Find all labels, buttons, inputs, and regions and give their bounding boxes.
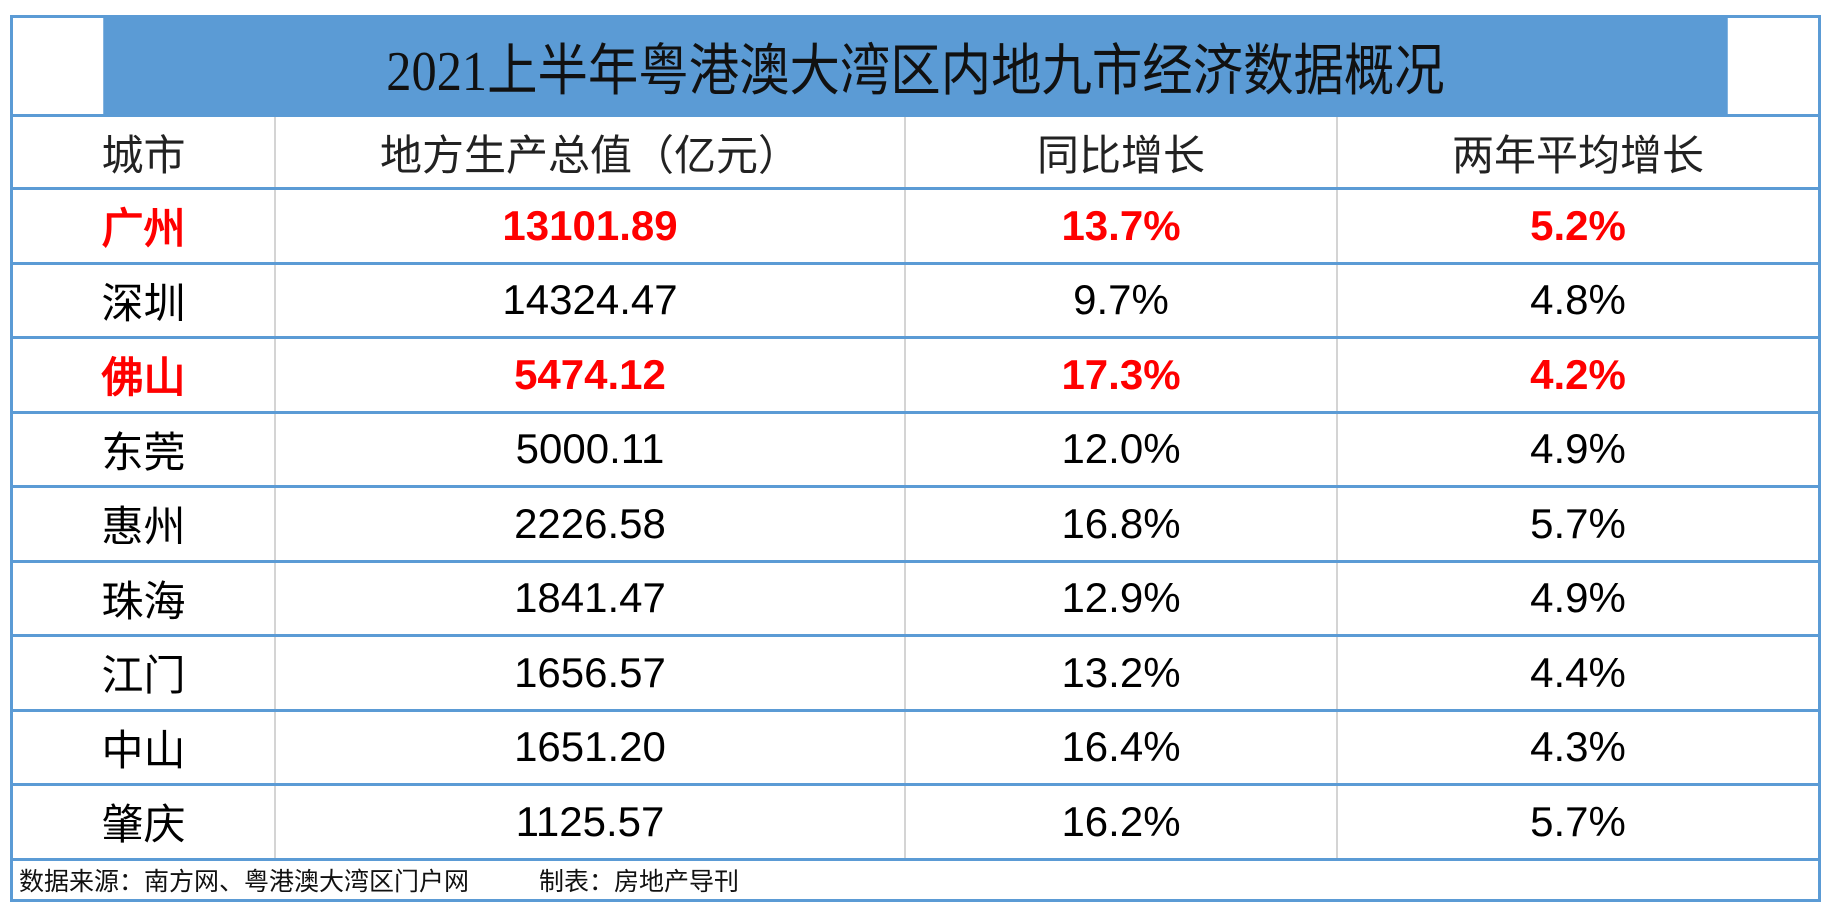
gdp-cell: 14324.47 [274, 264, 904, 336]
table-row: 肇庆 1125.57 16.2% 5.7% [13, 783, 1818, 858]
yoy-cell: 12.0% [904, 413, 1336, 485]
city-cell: 惠州 [101, 502, 186, 552]
avg2y-cell: 4.4% [1336, 637, 1818, 709]
table-row: 惠州 2226.58 16.8% 5.7% [13, 485, 1818, 560]
table-row: 江门 1656.57 13.2% 4.4% [13, 634, 1818, 709]
city-cell: 深圳 [101, 278, 186, 328]
city-cell: 东莞 [101, 427, 186, 477]
gdp-cell: 2226.58 [274, 488, 904, 560]
avg2y-cell: 4.2% [1336, 339, 1818, 411]
header-gdp: 地方生产总值（亿元） [274, 117, 904, 187]
table-footer: 数据来源：南方网、粤港澳大湾区门户网 制表：房地产导刊 [13, 857, 1818, 899]
economic-data-table: 2021上半年粤港澳大湾区内地九市经济数据概况 城市 地方生产总值（亿元） 同比… [10, 15, 1821, 902]
header-yoy: 同比增长 [904, 117, 1336, 187]
gdp-cell: 5474.12 [274, 339, 904, 411]
city-cell: 珠海 [101, 576, 186, 626]
city-cell: 佛山 [101, 353, 186, 403]
table-row: 中山 1651.20 16.4% 4.3% [13, 708, 1818, 783]
avg2y-cell: 4.9% [1336, 413, 1818, 485]
header-avg2y: 两年平均增长 [1336, 117, 1818, 187]
avg2y-cell: 5.7% [1336, 786, 1818, 858]
data-source: 数据来源：南方网、粤港澳大湾区门户网 [19, 867, 470, 896]
gdp-cell: 1125.57 [274, 786, 904, 858]
yoy-cell: 13.7% [904, 190, 1336, 262]
gdp-cell: 5000.11 [274, 413, 904, 485]
table-row: 东莞 5000.11 12.0% 4.9% [13, 410, 1818, 485]
city-cell: 肇庆 [101, 800, 186, 850]
table-row: 佛山 5474.12 17.3% 4.2% [13, 336, 1818, 411]
yoy-cell: 16.4% [904, 711, 1336, 783]
gdp-cell: 1656.57 [274, 637, 904, 709]
avg2y-cell: 4.9% [1336, 562, 1818, 634]
table-row: 广州 13101.89 13.7% 5.2% [13, 187, 1818, 262]
avg2y-cell: 4.3% [1336, 711, 1818, 783]
gdp-cell: 1841.47 [274, 562, 904, 634]
yoy-cell: 16.2% [904, 786, 1336, 858]
avg2y-cell: 4.8% [1336, 264, 1818, 336]
header-city: 城市 [101, 130, 186, 180]
table-row: 深圳 14324.47 9.7% 4.8% [13, 261, 1818, 336]
avg2y-cell: 5.2% [1336, 190, 1818, 262]
table-body: 广州 13101.89 13.7% 5.2% 深圳 14324.47 9.7% 4.8% 佛山 5… [13, 187, 1818, 858]
gdp-cell: 1651.20 [274, 711, 904, 783]
header-row: 城市 地方生产总值（亿元） 同比增长 两年平均增长 [13, 114, 1818, 187]
gdp-cell: 13101.89 [274, 190, 904, 262]
avg2y-cell: 5.7% [1336, 488, 1818, 560]
yoy-cell: 17.3% [904, 339, 1336, 411]
city-cell: 广州 [101, 204, 186, 254]
table-maker: 制表：房地产导刊 [539, 867, 740, 896]
city-cell: 江门 [101, 651, 186, 701]
yoy-cell: 9.7% [904, 264, 1336, 336]
yoy-cell: 16.8% [904, 488, 1336, 560]
yoy-cell: 12.9% [904, 562, 1336, 634]
city-cell: 中山 [101, 725, 186, 775]
table-row: 珠海 1841.47 12.9% 4.9% [13, 559, 1818, 634]
yoy-cell: 13.2% [904, 637, 1336, 709]
table-title: 2021上半年粤港澳大湾区内地九市经济数据概况 [103, 18, 1728, 114]
